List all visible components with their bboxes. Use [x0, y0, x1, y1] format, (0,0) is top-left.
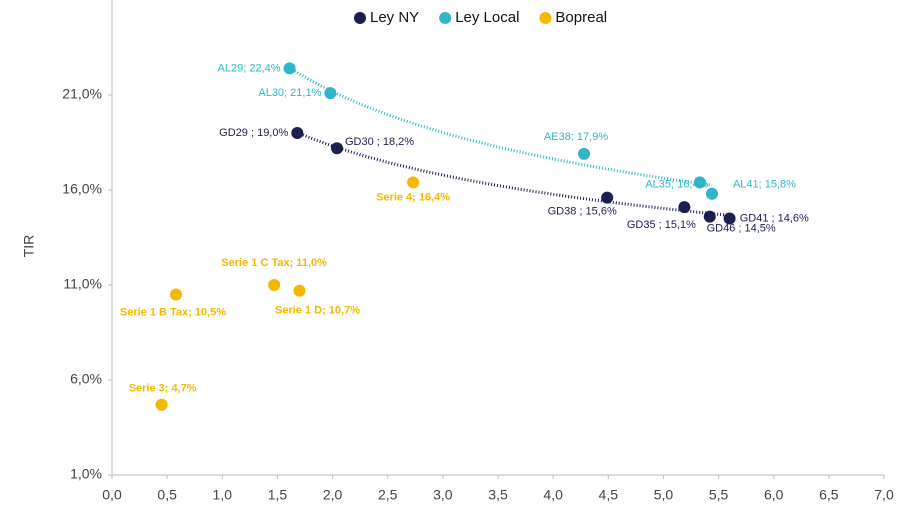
point: [703, 210, 716, 223]
trendline: [296, 131, 730, 217]
x-tick-label: 6,5: [819, 487, 839, 503]
data-label: AL29; 22,4%: [218, 62, 281, 74]
point: [155, 398, 168, 411]
point: [169, 288, 182, 301]
x-tick-label: 4,0: [543, 487, 563, 503]
point: [291, 127, 304, 139]
x-tick-label: 5,0: [654, 487, 674, 503]
point: [601, 191, 614, 204]
data-label: GD29 ; 19,0%: [219, 127, 288, 139]
legend-marker: [539, 12, 552, 24]
data-label: GD30 ; 18,2%: [345, 136, 414, 148]
legend-label: Ley Local: [455, 9, 519, 26]
data-label: GD46 ; 14,5%: [707, 222, 776, 234]
point: [283, 62, 296, 75]
point: [324, 87, 337, 100]
x-tick-label: 1,5: [268, 487, 288, 503]
point: [705, 187, 718, 200]
legend-marker: [354, 12, 366, 24]
y-tick-label: 6,0%: [70, 371, 102, 387]
data-label: AL41; 15,8%: [733, 179, 796, 191]
data-label: AL35; 16,4%: [645, 178, 708, 190]
legend-label: Bopreal: [555, 9, 607, 26]
legend-marker: [439, 12, 452, 24]
x-tick-label: 1,0: [213, 487, 233, 503]
y-tick-label: 11,0%: [63, 276, 102, 292]
trendline: [288, 66, 713, 187]
data-label: GD41 ; 14,6%: [740, 213, 809, 225]
x-tick-label: 3,5: [488, 487, 508, 503]
y-tick-label: 1,0%: [70, 466, 102, 482]
y-tick-label: 21,0%: [62, 86, 102, 102]
x-tick-label: 4,5: [599, 487, 619, 503]
x-tick-label: 3,0: [433, 487, 453, 503]
data-label: Serie 3; 4,7%: [129, 383, 197, 395]
data-label: AL30; 21,1%: [258, 87, 321, 99]
point: [678, 201, 691, 214]
data-label: GD38 ; 15,6%: [548, 206, 617, 218]
point: [693, 176, 706, 189]
data-label: AE38; 17,9%: [544, 131, 608, 143]
point: [407, 176, 420, 189]
point: [578, 147, 591, 160]
data-label: Serie 4; 16,4%: [376, 191, 450, 203]
point: [293, 284, 306, 297]
x-tick-label: 0,5: [157, 487, 177, 503]
y-tick-label: 16,0%: [62, 181, 102, 197]
point: [268, 279, 281, 291]
point: [723, 212, 736, 225]
x-tick-label: 2,0: [323, 487, 343, 503]
y-axis-label: TIR: [21, 235, 37, 258]
data-label: Serie 1 D; 10,7%: [275, 305, 360, 317]
x-tick-label: 6,0: [764, 487, 784, 503]
x-tick-label: 7,0: [874, 487, 894, 503]
data-label: GD35 ; 15,1%: [627, 219, 696, 231]
x-tick-label: 0,0: [102, 487, 122, 503]
x-tick-label: 5,5: [709, 487, 729, 503]
point: [330, 142, 343, 155]
legend-label: Ley NY: [370, 9, 419, 26]
x-tick-label: 2,5: [378, 487, 398, 503]
data-label: Serie 1 B Tax; 10,5%: [120, 306, 226, 318]
data-label: Serie 1 C Tax; 11,0%: [221, 257, 327, 269]
